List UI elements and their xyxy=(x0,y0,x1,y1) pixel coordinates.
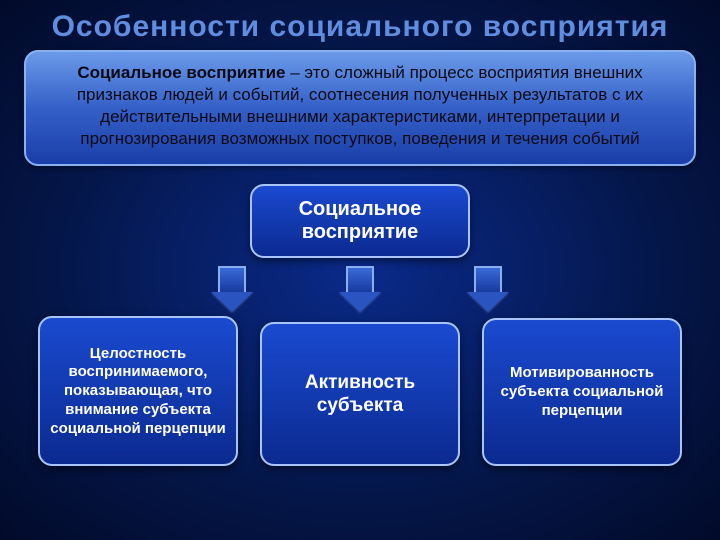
arrow-middle xyxy=(341,266,379,312)
leaf-box-activity: Активность субъекта xyxy=(260,322,460,466)
arrow-stem xyxy=(346,266,374,294)
leaf-box-motivation: Мотивированность субъекта социальной пер… xyxy=(482,318,682,466)
arrow-head-icon xyxy=(339,292,381,312)
leaf-box-integrity: Целостность воспринимаемого, показывающа… xyxy=(38,316,238,466)
center-node: Социальное восприятие xyxy=(250,184,470,258)
arrow-head-icon xyxy=(467,292,509,312)
arrow-stem xyxy=(218,266,246,294)
arrow-left xyxy=(213,266,251,312)
arrow-right xyxy=(469,266,507,312)
leaf-row: Целостность воспринимаемого, показывающа… xyxy=(0,316,720,466)
arrow-stem xyxy=(474,266,502,294)
arrow-row xyxy=(0,266,720,312)
definition-box: Социальное восприятие – это сложный проц… xyxy=(24,50,696,166)
definition-lead: Социальное восприятие xyxy=(77,63,285,82)
slide-title: Особенности социального восприятия xyxy=(0,0,720,46)
arrow-head-icon xyxy=(211,292,253,312)
